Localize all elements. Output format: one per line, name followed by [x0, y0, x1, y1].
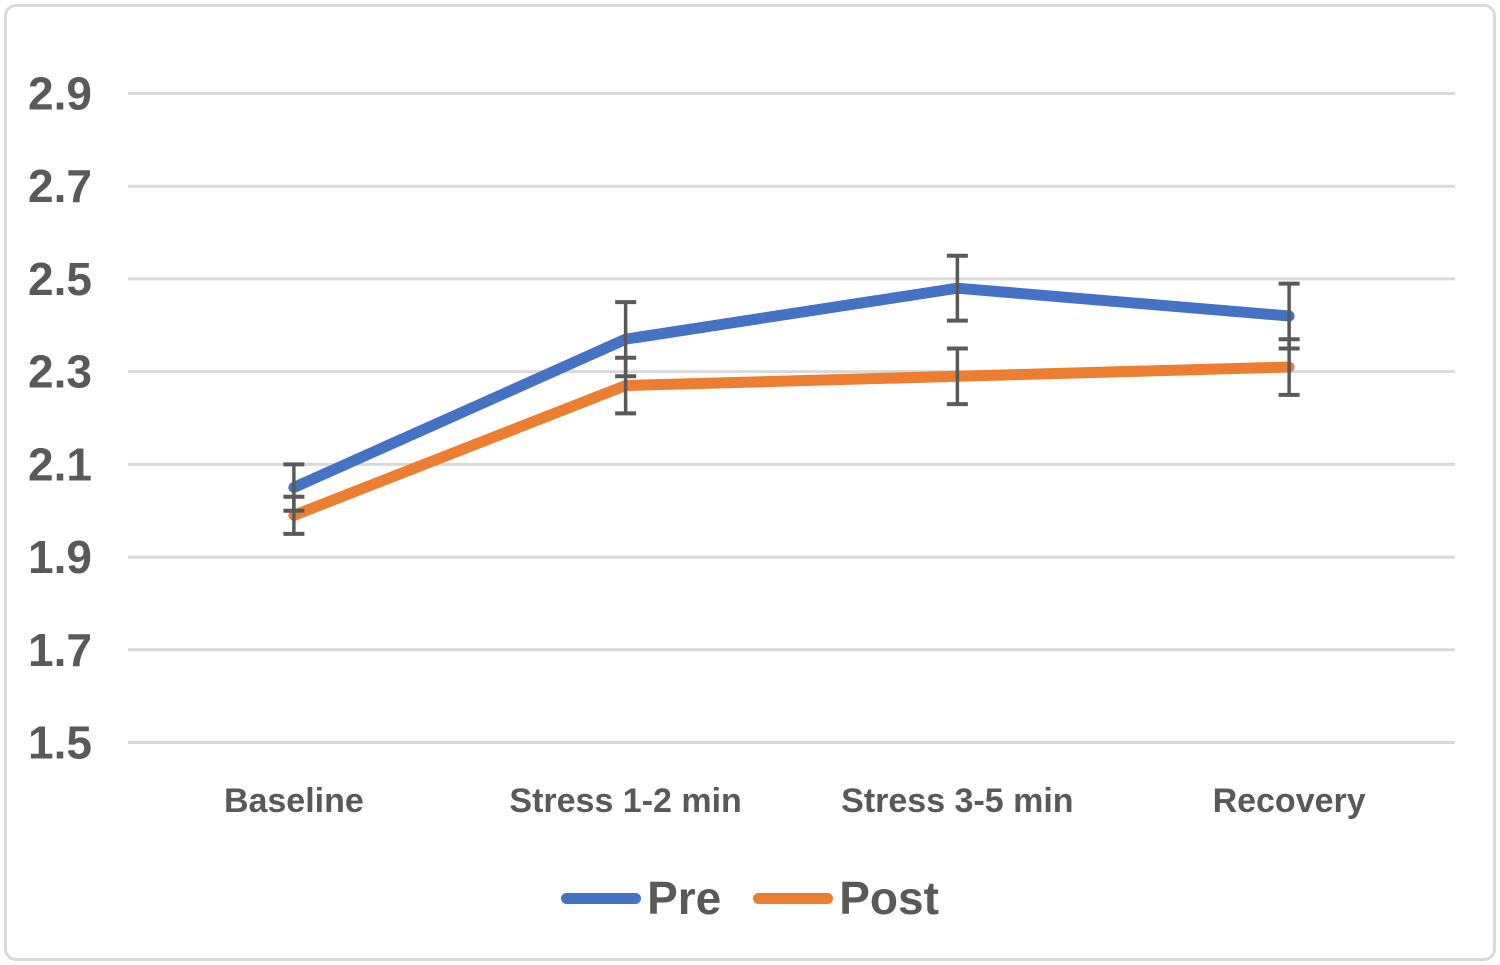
x-axis-label: Stress 1-2 min	[509, 782, 741, 820]
x-axis-label: Baseline	[224, 782, 364, 820]
x-axis-label: Stress 3-5 min	[841, 782, 1073, 820]
x-axis-label: Recovery	[1213, 782, 1366, 820]
chart-frame	[4, 4, 1496, 961]
legend: Pre Post	[0, 866, 1500, 930]
legend-label-post: Post	[839, 872, 939, 924]
y-tick-label: 2.3	[28, 346, 92, 398]
legend-label-pre: Pre	[647, 872, 722, 924]
y-tick-label: 1.7	[28, 624, 92, 676]
y-tick-label: 2.9	[28, 68, 92, 120]
legend-item-post: Post	[753, 875, 939, 921]
y-tick-label: 2.1	[28, 438, 92, 490]
post-line-swatch	[753, 892, 834, 904]
legend-item-pre: Pre	[561, 875, 721, 921]
y-tick-label: 2.5	[28, 253, 92, 305]
pre-line	[288, 282, 1295, 494]
pre-line-swatch	[561, 892, 642, 904]
y-tick-label: 1.9	[28, 531, 92, 583]
y-tick-label: 1.5	[28, 717, 92, 769]
y-tick-label: 2.7	[28, 160, 92, 212]
post-line	[288, 361, 1295, 521]
